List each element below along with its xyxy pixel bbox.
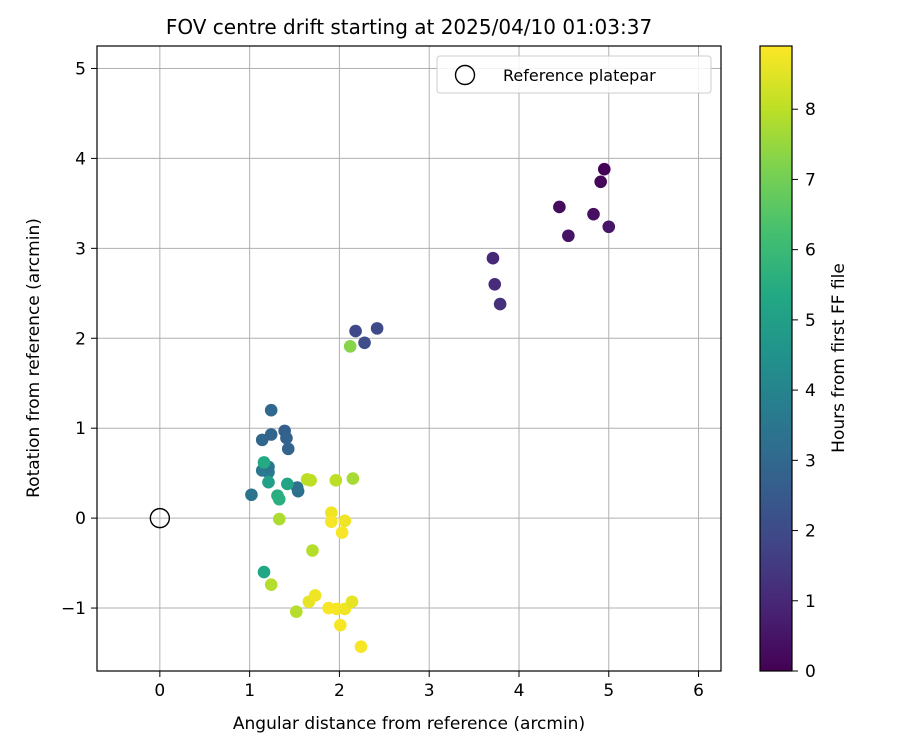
plot-area — [96, 45, 722, 672]
colorbar-tick-label: 3 — [805, 451, 816, 471]
y-axis: −1 0 1 2 3 4 5 — [61, 59, 97, 619]
x-tick-label: 0 — [154, 681, 165, 701]
data-point — [272, 512, 286, 526]
data-point — [349, 324, 362, 338]
data-point — [338, 514, 352, 528]
x-tick-label: 3 — [424, 681, 435, 701]
data-point — [264, 578, 278, 591]
colorbar-ticks: 0 1 2 3 4 5 6 7 8 — [792, 100, 816, 682]
data-point — [346, 472, 360, 485]
data-point — [345, 595, 359, 609]
colorbar-gradient — [759, 45, 793, 672]
colorbar: 0 1 2 3 4 5 6 7 8 Hours from first FF file — [759, 45, 849, 682]
x-axis-label: Angular distance from reference (arcmin) — [233, 714, 585, 734]
data-point — [245, 488, 258, 502]
y-tick-label: 5 — [75, 59, 86, 79]
data-point — [325, 506, 338, 520]
data-point — [486, 251, 500, 265]
data-point — [272, 492, 286, 506]
data-point — [562, 229, 575, 243]
y-tick-label: 3 — [75, 239, 86, 259]
plot-frame — [96, 45, 722, 672]
data-point — [257, 456, 271, 469]
data-point — [290, 481, 304, 494]
colorbar-tick-label: 6 — [805, 241, 816, 261]
x-tick-label: 2 — [334, 681, 345, 701]
y-tick-label: 4 — [75, 149, 86, 169]
data-point — [370, 322, 384, 335]
data-point — [325, 515, 338, 529]
data-point — [329, 474, 343, 487]
data-point — [264, 428, 278, 441]
data-point — [358, 336, 371, 350]
x-tick-label: 4 — [514, 681, 525, 701]
data-point — [354, 640, 368, 654]
data-point — [304, 474, 317, 487]
data-point — [257, 565, 271, 579]
reference-platepar-marker — [149, 507, 171, 529]
data-point — [493, 297, 507, 311]
data-point — [334, 618, 347, 632]
y-tick-label: 0 — [75, 509, 86, 529]
y-tick-label: 1 — [75, 419, 86, 439]
y-tick-label: 2 — [75, 329, 86, 349]
data-point — [281, 477, 294, 491]
y-axis-label: Rotation from reference (arcmin) — [24, 218, 44, 498]
data-point — [308, 589, 322, 602]
colorbar-tick-label: 2 — [805, 522, 816, 542]
colorbar-tick-label: 7 — [805, 170, 816, 190]
data-point — [281, 442, 295, 456]
data-point — [306, 544, 319, 557]
colorbar-tick-label: 4 — [805, 381, 816, 401]
colorbar-tick-label: 8 — [805, 100, 816, 120]
points-layer — [245, 162, 616, 654]
data-point — [594, 175, 607, 189]
data-point — [262, 475, 275, 489]
x-tick-label: 6 — [693, 681, 704, 701]
y-tick-label: −1 — [61, 599, 86, 619]
legend-label-reference: Reference platepar — [503, 66, 656, 85]
colorbar-label: Hours from first FF file — [829, 263, 849, 453]
x-tick-label: 1 — [244, 681, 255, 701]
data-point — [290, 605, 303, 618]
legend-marker-reference — [454, 64, 476, 86]
data-point — [553, 200, 566, 214]
data-point — [335, 526, 349, 539]
data-point — [488, 278, 502, 291]
data-point — [587, 207, 600, 221]
plot-background — [97, 46, 721, 671]
data-point — [602, 220, 616, 234]
colorbar-tick-label: 0 — [805, 662, 816, 682]
reference-layer — [149, 507, 171, 529]
legend-box — [436, 55, 712, 94]
data-point — [597, 162, 611, 176]
x-tick-label: 5 — [603, 681, 614, 701]
data-point — [280, 431, 293, 445]
colorbar-tick-label: 1 — [805, 592, 816, 612]
colorbar-tick-label: 5 — [805, 311, 816, 331]
chart-title: FOV centre drift starting at 2025/04/10 … — [166, 15, 652, 39]
x-axis: 0 1 2 3 4 5 6 — [154, 671, 704, 701]
legend: Reference platepar — [436, 55, 712, 94]
data-point — [264, 403, 278, 417]
data-point — [343, 340, 357, 353]
